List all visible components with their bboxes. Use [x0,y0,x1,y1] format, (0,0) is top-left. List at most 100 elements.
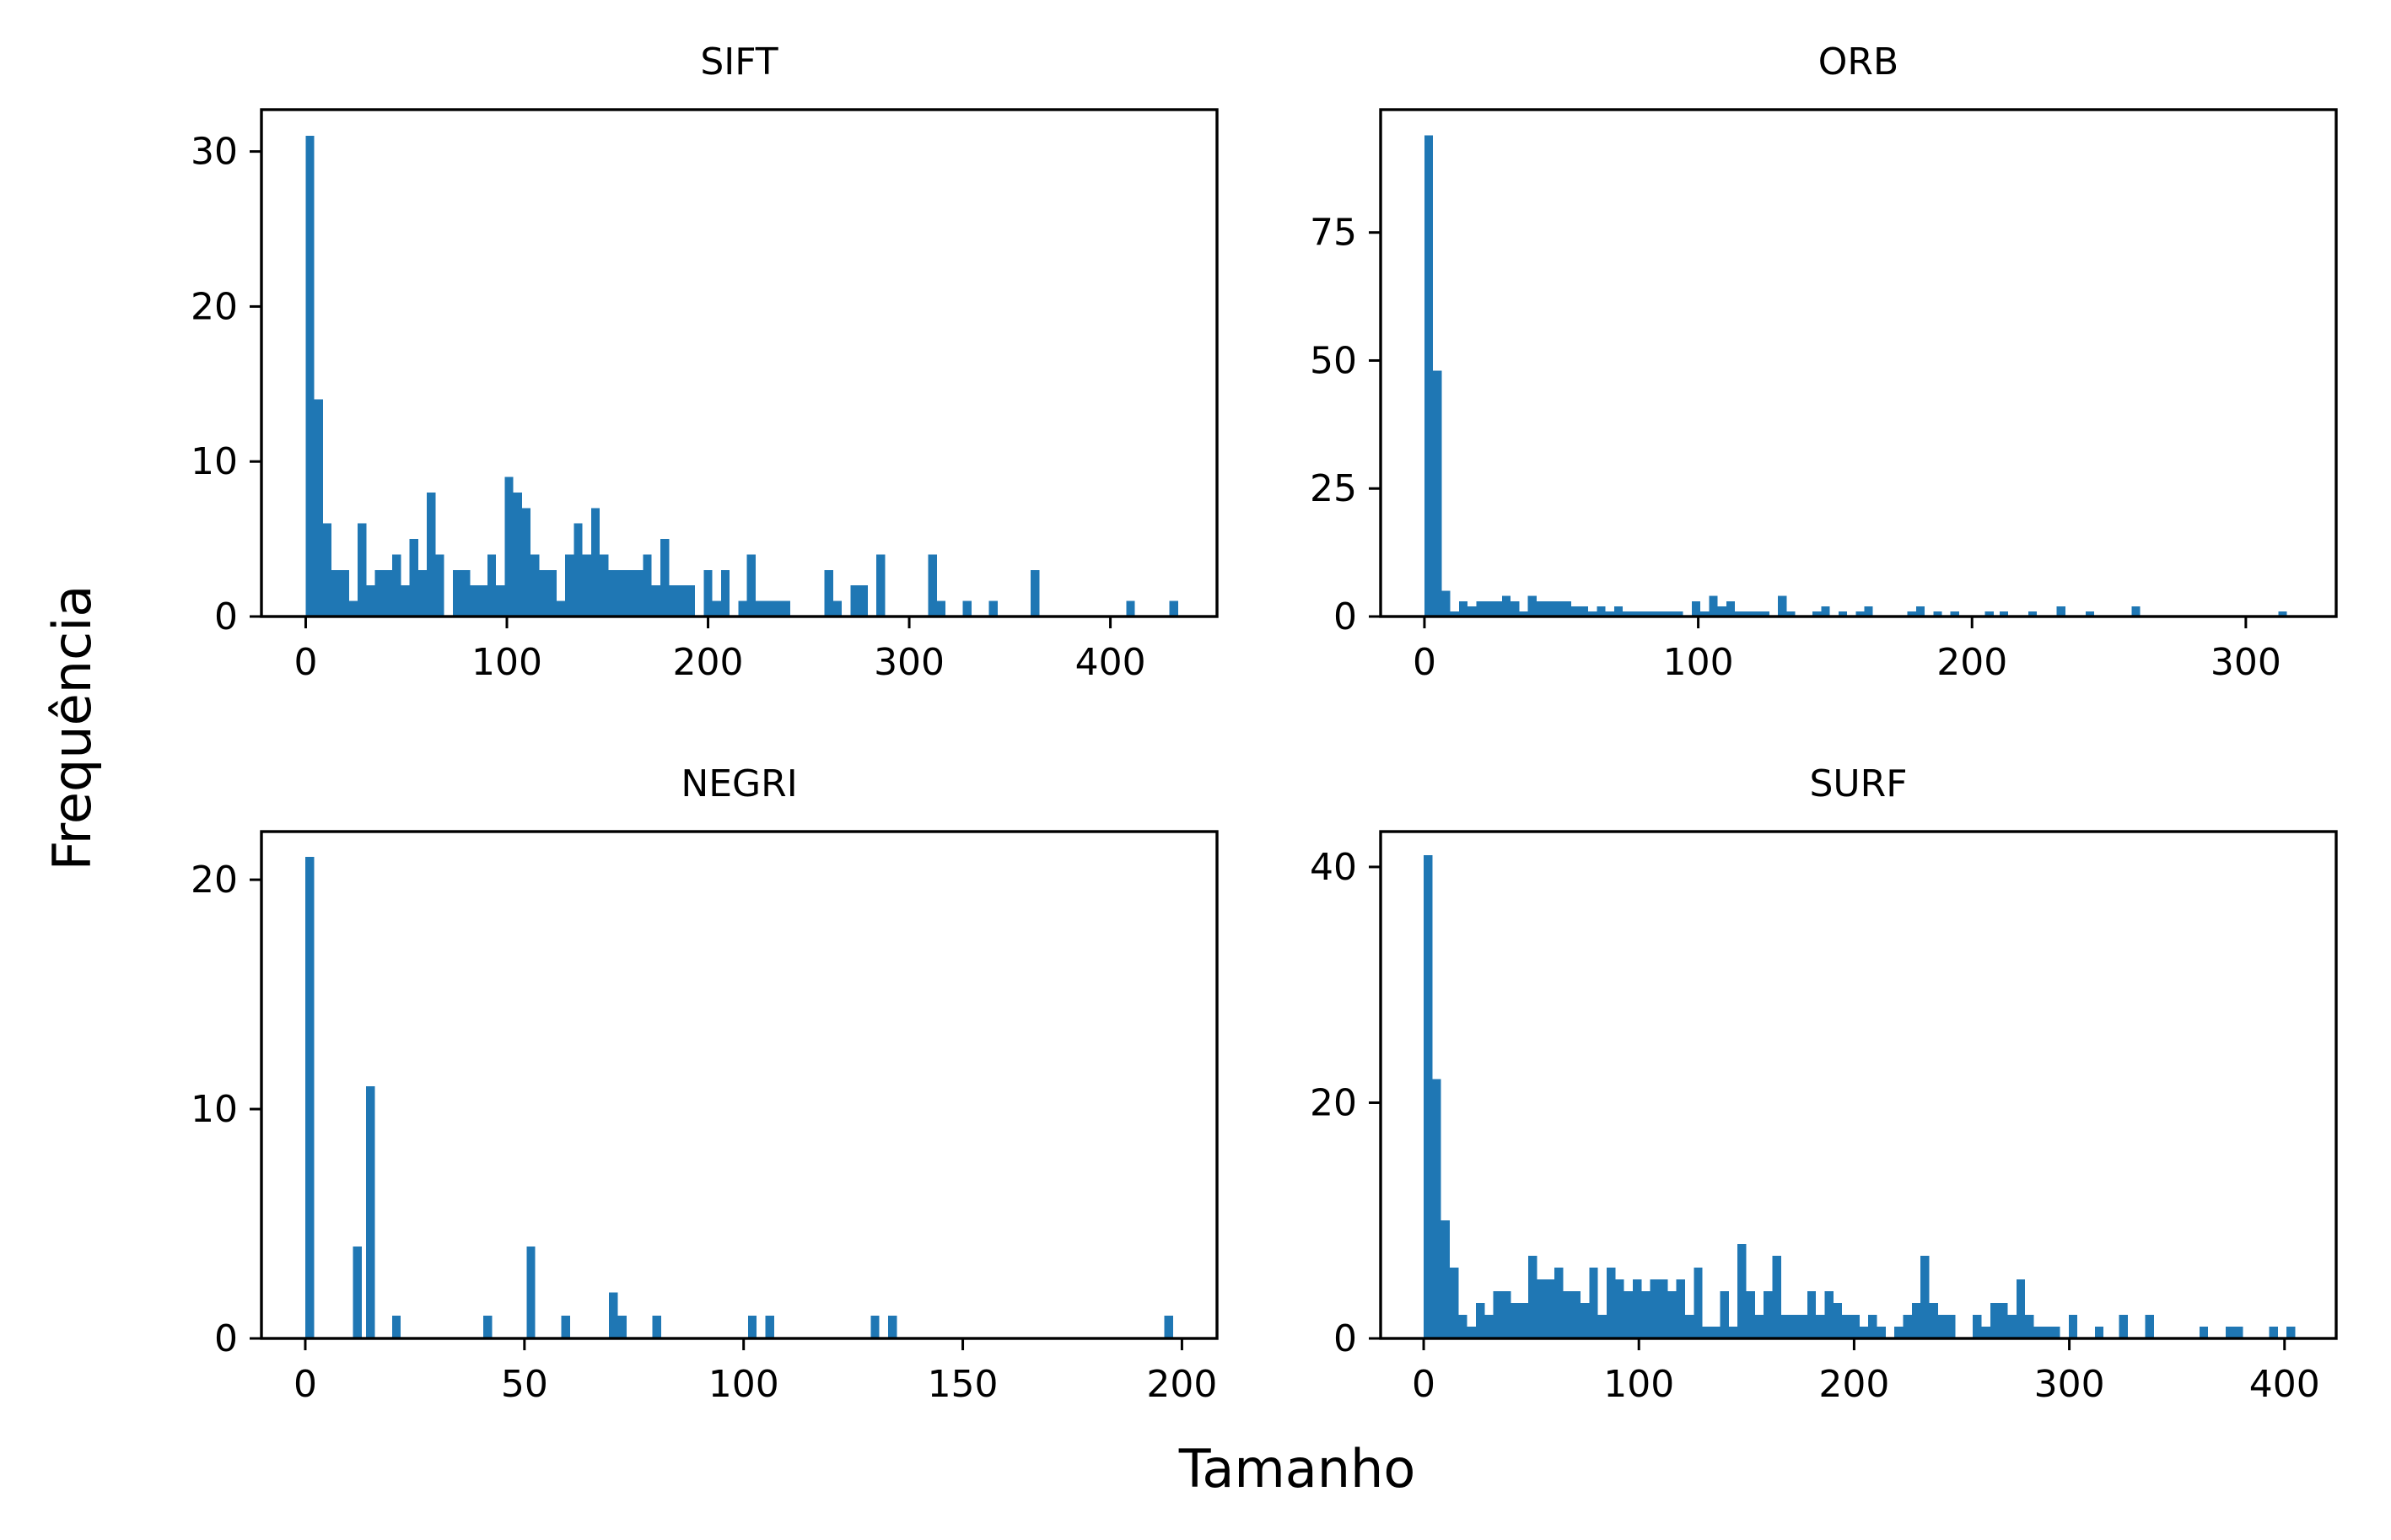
orb-bar [1648,611,1658,617]
negri-x-tick-label: 200 [1146,1363,1217,1406]
surf-bar [1432,1079,1441,1338]
surf-bar [1424,854,1433,1338]
sift-bar [322,523,332,617]
orb-bar [1666,611,1675,617]
surf-bar [1667,1291,1677,1338]
orb-bar [1950,611,1959,617]
sift-bar [521,508,531,617]
surf-bar [1702,1327,1712,1338]
sift-x-tick-label: 0 [293,641,317,684]
surf-bar [2033,1327,2043,1338]
sift-y-tick-label: 0 [214,595,238,638]
orb-bar [1511,600,1520,617]
orb-bar [1855,611,1865,617]
sift-bar [582,554,591,617]
sift-bar [305,136,315,617]
orb-bar [1717,606,1726,617]
surf-bar [2225,1327,2235,1338]
subplot-surf: 0 100 200 300 400 0 20 40 SURF [1310,762,2338,1406]
orb-bar [1588,611,1597,617]
orb-bar [1864,606,1873,617]
sift-bar [712,600,721,617]
sift-bar [435,554,444,617]
sift-bar [487,554,497,617]
sift-bar [859,585,868,617]
sift-bar [530,554,540,617]
surf-bar [1947,1315,1956,1338]
surf-bar [1877,1327,1886,1338]
surf-bar [1589,1268,1598,1338]
sift-bar [773,600,782,617]
surf-bar [1511,1303,1520,1338]
subplot-sift: 0 100 200 300 400 0 10 20 30 SIFT [191,40,1219,684]
orb-bar [1640,611,1649,617]
surf-bar [1545,1279,1555,1338]
surf-bar [1484,1315,1494,1338]
surf-bar [1597,1315,1607,1338]
surf-bar [1981,1327,1990,1338]
negri-y-tick-label: 10 [191,1088,238,1131]
surf-bar [1868,1315,1877,1338]
surf-bar [1798,1315,1807,1338]
surf-bar [1973,1315,1982,1338]
orb-bar [1476,600,1485,617]
negri-bar [561,1315,570,1338]
sift-bar [392,554,401,617]
surf-bar [2199,1327,2209,1338]
sift-bar [617,569,626,617]
orb-bar [1821,606,1830,617]
orb-x-tick-label: 200 [1936,641,2007,684]
negri-bar [353,1247,362,1338]
surf-axes-frame [1379,830,2338,1340]
surf-bar [1659,1279,1668,1338]
sift-bar [738,600,747,617]
surf-bar [1607,1268,1616,1338]
surf-bar [1615,1279,1624,1338]
negri-bar [1164,1315,1173,1338]
sift-bar [781,600,790,617]
sift-bar [876,554,886,617]
negri-y-tick-label: 0 [214,1317,238,1360]
surf-bar [2016,1279,2026,1338]
surf-bar [2145,1315,2154,1338]
sift-y-tick-label: 10 [191,440,238,483]
negri-bar [870,1315,880,1338]
orb-bar [1519,611,1528,617]
sift-bar [574,523,583,617]
surf-bar [2269,1327,2278,1338]
sift-bar [660,539,670,617]
surf-bar [2068,1315,2078,1338]
sift-bar [427,492,436,617]
surf-bar [1990,1303,2000,1338]
surf-title: SURF [1809,762,1907,805]
sift-x-tick-label: 100 [471,641,542,684]
negri-bar [526,1247,536,1338]
sift-bar [755,600,765,617]
sift-bar [669,585,678,617]
surf-bar [1458,1315,1467,1338]
surf-bar [1790,1315,1799,1338]
orb-x-tick-label: 100 [1663,641,1734,684]
surf-bar [1833,1303,1843,1338]
surf-bar [1850,1315,1860,1338]
subplot-negri: 0 50 100 150 200 0 10 20 NEGRI [191,762,1219,1406]
negri-bar [366,1085,375,1338]
figure-xlabel: Tamanho [1178,1438,1416,1500]
sift-bar [936,600,946,617]
subplot-orb: 0 100 200 300 0 25 50 75 ORB [1310,40,2338,684]
sift-bar [600,554,609,617]
negri-bar [747,1315,757,1338]
orb-bar [1623,611,1632,617]
surf-bar [1650,1279,1660,1338]
orb-axes-frame [1379,108,2338,618]
orb-bar [1424,135,1434,617]
orb-bar [1597,606,1606,617]
surf-bar [1842,1315,1851,1338]
orb-bar [1570,606,1581,617]
surf-bar [2286,1327,2296,1338]
surf-bar [1676,1279,1686,1338]
orb-bar [1458,600,1468,617]
